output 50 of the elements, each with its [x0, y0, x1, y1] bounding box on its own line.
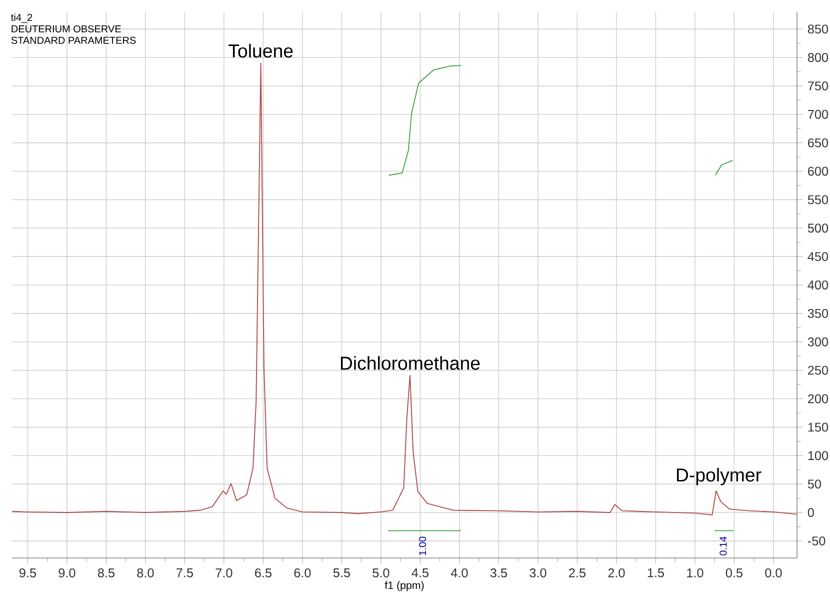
y-tick-label: 150 [808, 422, 828, 432]
y-tick-label: 550 [808, 195, 828, 204]
x-tick-label: 9.5 [19, 568, 36, 578]
y-tick-label: 250 [808, 366, 828, 375]
y-tick-label: 350 [808, 308, 828, 318]
x-tick-label: 7.5 [176, 568, 193, 578]
y-tick-label: 300 [808, 337, 828, 346]
x-tick-label: 8.5 [98, 568, 114, 578]
y-tick-label: 600 [808, 166, 828, 176]
annotation: Dichloromethane [340, 356, 480, 370]
y-tick-label: 650 [808, 138, 828, 148]
x-tick-label: 6.0 [294, 568, 311, 578]
y-tick-label: 700 [808, 110, 828, 119]
annotation: Toluene [228, 44, 293, 58]
x-tick-label: 6.5 [255, 568, 272, 578]
annotation: STANDARD PARAMETERS [11, 36, 136, 44]
y-tick-label: 50 [808, 480, 821, 489]
x-tick-label: 1.5 [648, 568, 664, 578]
x-tick-label: 3.0 [530, 568, 546, 578]
annotation: D-polymer [676, 468, 762, 486]
x-tick-label: 5.5 [333, 568, 350, 578]
x-tick-label: 9.0 [58, 568, 76, 578]
x-tick-label: 0.0 [765, 568, 782, 578]
x-tick-label: 5.0 [372, 568, 390, 578]
line-series [12, 62, 798, 516]
y-tick-label: -50 [808, 536, 826, 546]
annotation: 1.00 [419, 536, 426, 556]
y-tick-label: 400 [808, 280, 828, 290]
annotation: DEUTERIUM OBSERVE [12, 25, 121, 32]
x-tick-label: 2.0 [608, 568, 625, 578]
x-tick-label: 1.0 [687, 568, 704, 578]
x-tick-label: 2.5 [569, 568, 586, 578]
x-tick-label: 8.0 [137, 568, 154, 578]
x-tick-label: 7.0 [216, 568, 232, 578]
chart-title: ti4_2 [11, 14, 32, 23]
y-tick-label: 750 [808, 81, 828, 90]
x-tick-label: 4.5 [412, 568, 428, 578]
y-tick-label: 450 [808, 252, 828, 262]
y-tick-label: 200 [808, 394, 828, 404]
x-axis-title: f1 (ppm) [384, 581, 424, 592]
x-tick-label: 0.5 [726, 568, 742, 578]
line-series [388, 64, 462, 176]
y-tick-label: 850 [808, 24, 828, 34]
y-tick-label: 100 [808, 451, 828, 460]
x-tick-label: 4.0 [450, 568, 468, 578]
y-tick-label: 0 [808, 508, 814, 517]
x-tick-label: 3.5 [490, 568, 507, 578]
y-tick-label: 500 [808, 224, 828, 233]
y-tick-label: 800 [808, 53, 828, 62]
annotation: 0.14 [720, 536, 727, 556]
